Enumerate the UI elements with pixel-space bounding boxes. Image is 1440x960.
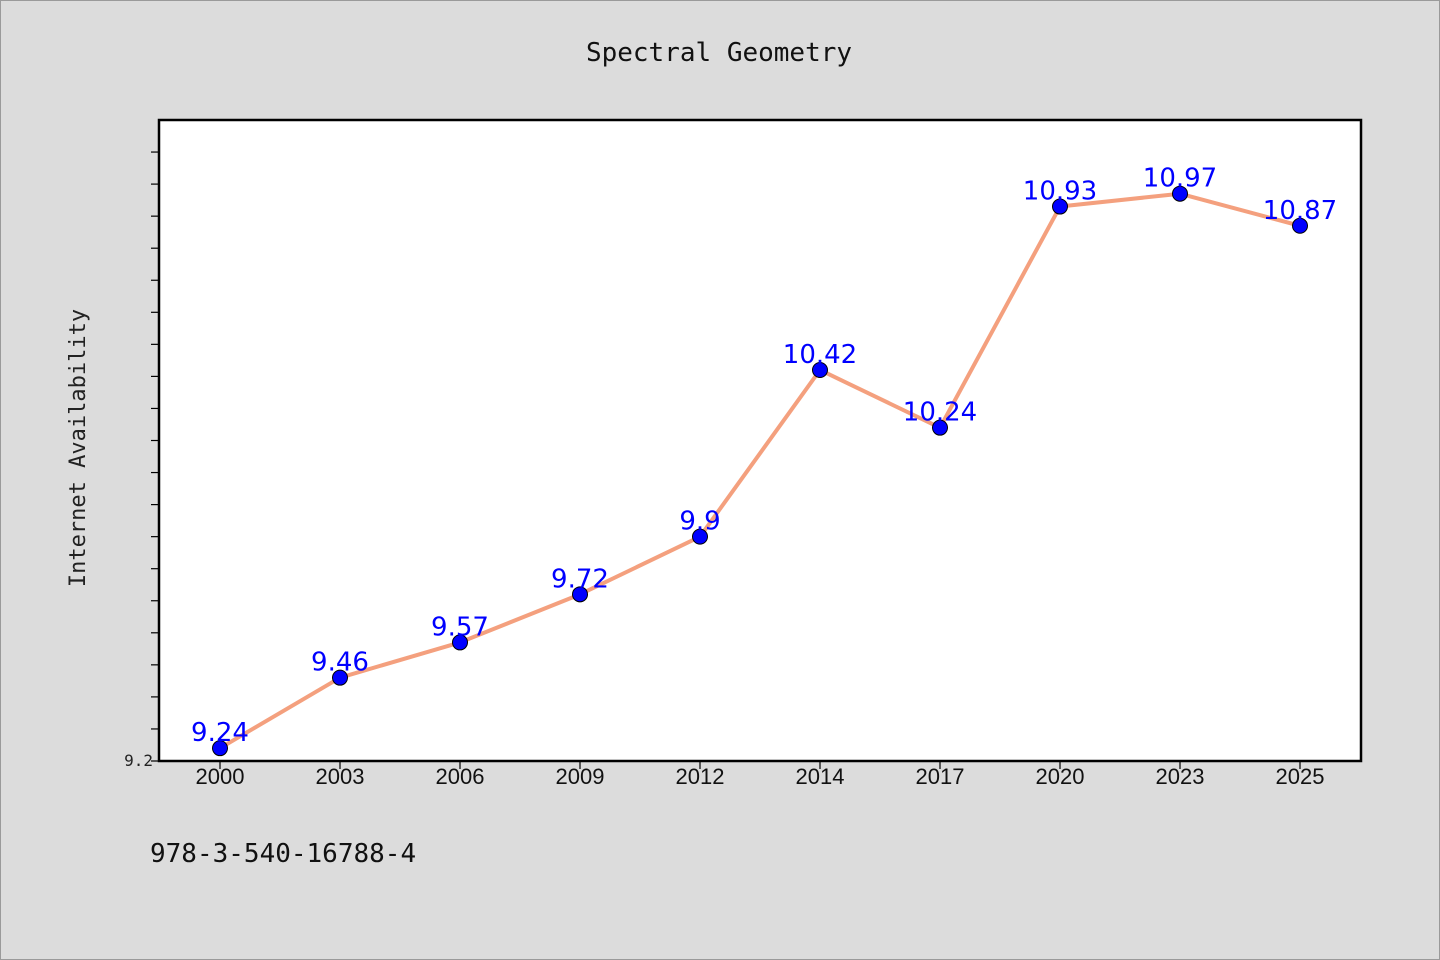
data-point bbox=[1052, 198, 1068, 215]
y-axis-label: Internet Availability bbox=[66, 309, 91, 587]
data-point bbox=[1292, 217, 1308, 234]
x-axis-ticks: 2000 2003 2006 2009 2012 2014 2017 2020 2023 2025 bbox=[196, 761, 1325, 789]
y-tick-label: 9.2 bbox=[124, 751, 153, 770]
data-label: 9.57 bbox=[431, 612, 489, 642]
plot-area bbox=[157, 118, 1363, 763]
chart-title: Spectral Geometry bbox=[586, 38, 852, 68]
x-tick-label: 2003 bbox=[316, 764, 365, 789]
data-point bbox=[212, 740, 228, 757]
series-line bbox=[218, 191, 1302, 751]
data-label: 9.24 bbox=[191, 718, 249, 748]
data-point bbox=[332, 669, 348, 686]
data-labels-layer: 9.24 9.46 9.57 9.72 9.9 10.42 10.24 10.93 10.97 1… bbox=[191, 164, 1337, 748]
x-tick-label: 2020 bbox=[1036, 764, 1085, 789]
data-label: 10.93 bbox=[1023, 177, 1097, 207]
x-tick-label: 2000 bbox=[196, 764, 245, 789]
data-point bbox=[1172, 185, 1188, 202]
data-label: 10.24 bbox=[903, 398, 977, 428]
data-point bbox=[692, 528, 708, 545]
x-tick-label: 2009 bbox=[556, 764, 605, 789]
markers-layer bbox=[212, 185, 1308, 757]
x-tick-label: 2017 bbox=[916, 764, 965, 789]
x-tick-label: 2023 bbox=[1156, 764, 1205, 789]
y-axis-ticks: 9.2 bbox=[124, 151, 159, 770]
data-label: 9.9 bbox=[679, 507, 720, 537]
data-label: 10.87 bbox=[1263, 196, 1337, 226]
data-label: 10.97 bbox=[1143, 164, 1217, 194]
data-label: 10.42 bbox=[783, 340, 857, 370]
x-tick-label: 2006 bbox=[436, 764, 485, 789]
data-point bbox=[812, 361, 828, 378]
data-label: 9.72 bbox=[551, 564, 609, 594]
isbn-footer: 978-3-540-16788-4 bbox=[150, 839, 416, 869]
x-tick-label: 2025 bbox=[1276, 764, 1325, 789]
x-tick-label: 2012 bbox=[676, 764, 725, 789]
data-point bbox=[572, 586, 588, 603]
data-point bbox=[932, 419, 948, 436]
series-layer bbox=[218, 191, 1302, 751]
data-label: 9.46 bbox=[311, 648, 369, 678]
data-point bbox=[452, 634, 468, 651]
x-tick-label: 2014 bbox=[796, 764, 845, 789]
